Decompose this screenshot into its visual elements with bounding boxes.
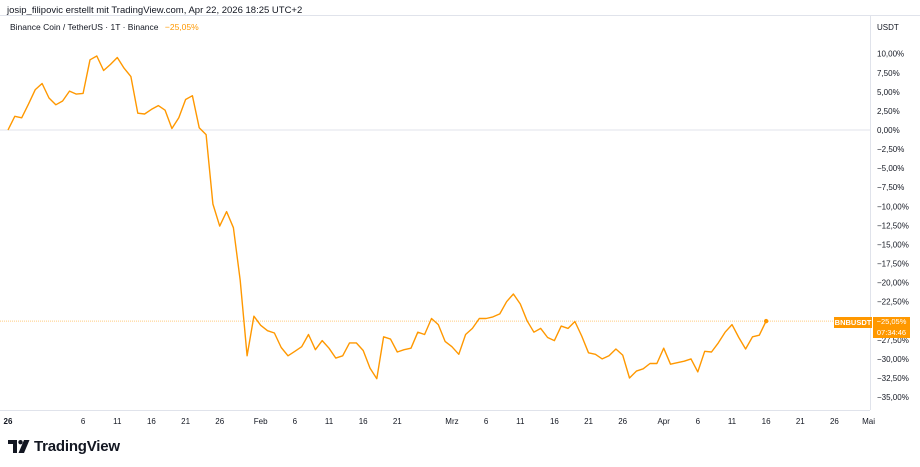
x-tick-label: 21 <box>796 417 805 426</box>
y-tick-label: −10,00% <box>877 202 909 211</box>
price-tag-value: −25,05% 07:34:46 <box>873 317 910 338</box>
last-point[interactable] <box>763 318 769 324</box>
tradingview-logo-text: TradingView <box>34 438 120 455</box>
y-tick-label: −5,00% <box>877 164 904 173</box>
x-tick-label: 11 <box>728 417 737 426</box>
x-tick-label: 6 <box>293 417 298 426</box>
x-tick-label: 11 <box>113 417 122 426</box>
x-tick-label: 26 <box>215 417 224 426</box>
y-tick-label: −20,00% <box>877 279 909 288</box>
y-tick-label: −7,50% <box>877 183 904 192</box>
y-tick-label: 0,00% <box>877 126 900 135</box>
symbol-legend[interactable]: Binance Coin / TetherUS · 1T · Binance −… <box>10 22 199 32</box>
y-tick-label: 5,00% <box>877 88 900 97</box>
x-tick-label: Apr <box>657 417 670 426</box>
x-tick-label: Mrz <box>445 417 458 426</box>
x-tick-label: 26 <box>830 417 839 426</box>
change-percent: −25,05% <box>164 22 199 32</box>
y-tick-label: −32,50% <box>877 374 909 383</box>
x-tick-label: 16 <box>550 417 559 426</box>
y-axis-unit[interactable]: USDT <box>877 23 899 32</box>
price-tag-symbol: BNBUSDT <box>834 317 872 328</box>
y-tick-label: −15,00% <box>877 240 909 249</box>
x-tick-label: 21 <box>584 417 593 426</box>
x-tick-label: 26 <box>4 417 13 426</box>
y-tick-label: 2,50% <box>877 107 900 116</box>
chart-attribution: josip_filipovic erstellt mit TradingView… <box>7 5 303 16</box>
y-tick-label: −12,50% <box>877 221 909 230</box>
x-tick-label: 21 <box>181 417 190 426</box>
x-tick-label: 11 <box>516 417 525 426</box>
x-tick-label: Feb <box>254 417 268 426</box>
price-tag-percent: −25,05% <box>876 317 907 326</box>
x-tick-label: Mai <box>862 417 875 426</box>
x-tick-label: 16 <box>147 417 156 426</box>
series-line[interactable] <box>7 55 767 380</box>
y-tick-label: −27,50% <box>877 336 909 345</box>
x-tick-label: 21 <box>393 417 402 426</box>
y-tick-label: −17,50% <box>877 260 909 269</box>
tradingview-logo[interactable]: TradingView <box>8 438 120 455</box>
x-tick-label: 6 <box>484 417 489 426</box>
symbol-name[interactable]: Binance Coin / TetherUS · 1T · Binance <box>10 22 159 32</box>
y-tick-label: 10,00% <box>877 50 904 59</box>
x-tick-label: 16 <box>762 417 771 426</box>
x-tick-label: 11 <box>325 417 334 426</box>
x-tick-label: 6 <box>696 417 701 426</box>
x-tick-label: 26 <box>618 417 627 426</box>
x-tick-label: 16 <box>359 417 368 426</box>
y-tick-label: −22,50% <box>877 298 909 307</box>
tradingview-logo-icon <box>8 440 30 453</box>
x-tick-label: 6 <box>81 417 86 426</box>
y-tick-label: −35,00% <box>877 393 909 402</box>
y-tick-label: −30,00% <box>877 355 909 364</box>
y-tick-label: −2,50% <box>877 145 904 154</box>
y-tick-label: 7,50% <box>877 69 900 78</box>
price-tag-countdown: 07:34:46 <box>876 327 907 337</box>
